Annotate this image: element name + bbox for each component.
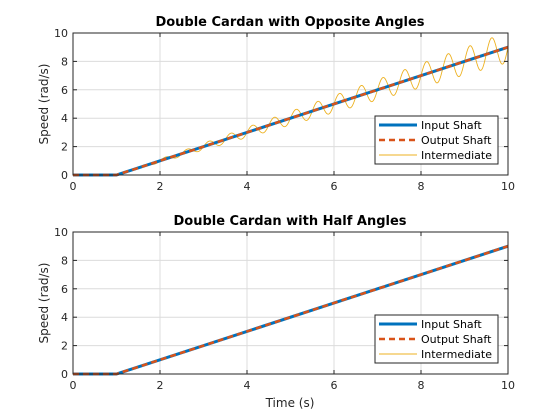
y-tick-label: 0: [61, 169, 68, 182]
x-tick-label: 0: [70, 180, 77, 193]
chart-title: Double Cardan with Opposite Angles: [155, 15, 424, 30]
y-tick-label: 2: [61, 141, 68, 154]
subplot-opposite-angles: Double Cardan with Opposite Angles Speed…: [37, 15, 515, 193]
x-tick-label: 10: [501, 379, 515, 392]
plot-area-border: [72, 32, 509, 176]
x-tick-label: 0: [70, 379, 77, 392]
y-tick-label: 10: [54, 27, 68, 40]
legend-label: Output Shaft: [421, 134, 492, 147]
y-tick-label: 6: [61, 283, 68, 296]
legend: Input Shaft Output Shaft Intermediate: [374, 314, 499, 364]
x-tick-label: 2: [157, 180, 164, 193]
y-tick-label: 10: [54, 226, 68, 239]
x-tick-label: 10: [501, 180, 515, 193]
x-tick-label: 2: [157, 379, 164, 392]
ticks: 0 2 4 6 8 10 0 2 4 6 8 10: [54, 226, 515, 392]
chart-title: Double Cardan with Half Angles: [173, 214, 406, 229]
y-tick-label: 2: [61, 340, 68, 353]
y-tick-label: 4: [61, 311, 68, 324]
legend-label: Input Shaft: [421, 318, 482, 331]
y-tick-label: 6: [61, 84, 68, 97]
legend-label: Intermediate: [421, 149, 492, 162]
legend-label: Output Shaft: [421, 333, 492, 346]
x-tick-label: 6: [331, 379, 338, 392]
y-tick-label: 8: [61, 55, 68, 68]
x-tick-label: 8: [418, 180, 425, 193]
x-tick-label: 6: [331, 180, 338, 193]
x-tick-label: 4: [244, 379, 251, 392]
y-tick-label: 0: [61, 368, 68, 381]
legend: Input Shaft Output Shaft Intermediate: [374, 115, 499, 165]
legend-label: Intermediate: [421, 348, 492, 361]
x-tick-label: 8: [418, 379, 425, 392]
plot-area-border: [72, 231, 509, 375]
y-tick-label: 8: [61, 254, 68, 267]
legend-label: Input Shaft: [421, 119, 482, 132]
x-tick-label: 4: [244, 180, 251, 193]
x-axis-label: Time (s): [265, 396, 315, 410]
y-tick-label: 4: [61, 112, 68, 125]
subplot-half-angles: Double Cardan with Half Angles Speed (ra…: [37, 214, 515, 410]
y-axis-label: Speed (rad/s): [37, 64, 51, 145]
y-axis-label: Speed (rad/s): [37, 263, 51, 344]
ticks: 0 2 4 6 8 10 0 2 4 6 8 10: [54, 27, 515, 193]
